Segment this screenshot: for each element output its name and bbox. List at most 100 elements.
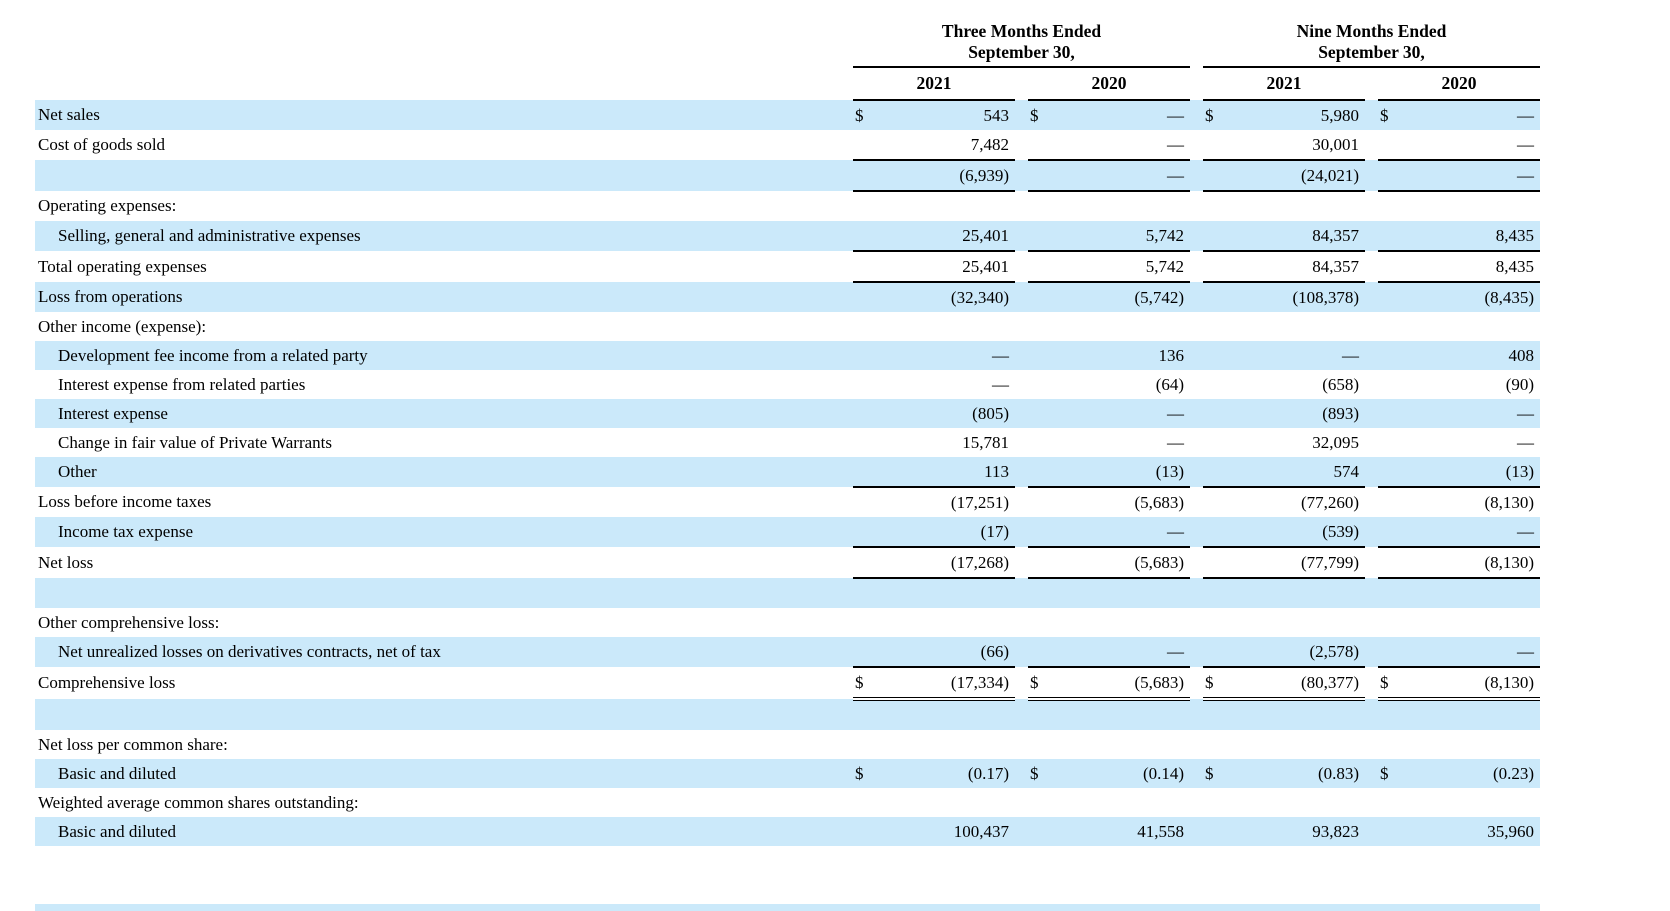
value-cell: (5,683) [1028,547,1191,579]
column-gap [1015,341,1028,370]
cell-value: (17) [980,521,1009,541]
cell-value: (5,683) [1134,492,1185,512]
value-cell [853,312,1015,341]
row-label: Loss before income taxes [38,492,212,511]
column-gap [1015,428,1028,457]
value-cell: $ (0.83) [1203,759,1366,788]
row-label: Change in fair value of Private Warrants [58,432,333,452]
cell-value: (893) [1322,403,1360,423]
column-gap [1190,730,1203,759]
column-gap [1190,160,1204,191]
table-row: Change in fair value of Private Warrants… [35,428,1540,457]
value-cell [1378,608,1540,637]
column-gap [1015,221,1028,251]
value-cell [1028,608,1190,637]
row-label: Net unrealized losses on derivatives con… [35,637,853,667]
table-row: Comprehensive loss $ (17,334) $ (5,683) $ (80,… [35,667,1541,701]
cell-value: (17,268) [950,552,1009,572]
value-cell [1203,608,1365,637]
column-gap [1015,160,1028,191]
cell-value: — [1517,105,1535,125]
value-cell: (66) [853,637,1015,668]
column-gap [1015,547,1028,578]
column-gap [1015,100,1028,130]
cell-value: (8,435) [1484,287,1535,307]
column-gap [1190,578,1204,608]
column-gap [1190,699,1204,730]
table-row: Weighted average common shares outstandi… [35,788,1540,817]
value-cell: — [1028,428,1190,457]
cell-value: 7,482 [970,134,1009,154]
currency-symbol: $ [1380,105,1389,125]
value-cell: — [1028,160,1191,192]
row-label [35,160,853,191]
column-gap [1015,578,1028,608]
column-gap [1190,251,1203,282]
cell-value: (5,683) [1134,672,1185,692]
value-cell: (13) [1028,457,1191,488]
row-label: Cost of goods sold [38,135,166,154]
value-cell [1028,730,1190,759]
column-gap [1015,699,1028,730]
table-row: Loss from operations (32,340) (5,742) (108,… [35,282,1541,312]
currency-symbol: $ [1030,672,1039,692]
value-cell: (8,130) [1378,487,1540,517]
value-cell: $ (80,377) [1203,667,1366,701]
table-row: Selling, general and administrative expe… [35,221,1541,252]
column-gap [1190,370,1203,399]
period-header-line1: Nine Months Ended [1296,21,1447,41]
cell-value: (17,334) [950,672,1009,692]
value-cell: — [1203,341,1366,370]
cell-value: (64) [1155,374,1185,394]
column-gap [1015,637,1028,667]
column-gap [1365,160,1379,191]
column-gap [1190,282,1204,312]
column-gap [1365,100,1379,130]
cell-value: (539) [1322,521,1360,541]
cell-value: — [1167,641,1185,661]
value-cell: (2,578) [1203,637,1366,668]
cell-value: — [1167,165,1185,185]
value-cell: (17,251) [853,487,1015,517]
table-row: Net sales $543 $ — $5,980 $ — [35,100,1541,130]
income-statement-table: Three Months Ended September 30, Nine Mo… [35,16,1541,846]
value-cell: $ — [1028,100,1191,130]
row-label: Net loss per common share: [38,734,228,754]
column-gap [1365,457,1379,487]
cell-value: (5,742) [1134,287,1185,307]
column-gap [1365,667,1378,699]
value-cell: — [1028,399,1191,428]
table-row: Total operating expenses 25,401 5,742 84,35… [35,251,1541,283]
currency-symbol: $ [1380,763,1389,783]
value-cell: $ (0.23) [1378,759,1541,788]
value-cell: 7,482 [853,130,1015,161]
row-label: Net loss [38,552,94,572]
column-gap [1365,428,1378,457]
value-cell: 100,437 [853,817,1015,846]
cell-value: 408 [1508,345,1535,365]
currency-symbol: $ [855,763,864,783]
value-cell [1203,788,1365,817]
cell-value: — [1167,134,1185,154]
cell-value: — [1517,403,1535,423]
value-cell: 25,401 [853,221,1015,252]
value-cell [853,699,1015,730]
value-cell: (64) [1028,370,1190,399]
value-cell [1203,699,1366,730]
cell-value: 15,781 [962,432,1009,452]
table-row-spacer [35,578,1541,608]
value-cell: 5,742 [1028,251,1191,283]
value-cell: (32,340) [853,282,1015,312]
cell-value: — [992,374,1009,394]
column-gap [1015,399,1028,428]
row-label: Other [35,457,853,487]
cell-value: (80,377) [1300,672,1360,692]
value-cell: 8,435 [1378,221,1541,252]
row-label: Operating expenses: [38,196,177,215]
year-header: 2021 [1203,67,1366,101]
value-cell: — [1378,517,1541,548]
value-cell: — [1378,637,1541,668]
table-body: Net sales $543 $ — $5,980 $ — Cost of goods sol… [35,100,1541,846]
value-cell: (8,435) [1378,282,1541,312]
value-cell [1203,730,1365,759]
